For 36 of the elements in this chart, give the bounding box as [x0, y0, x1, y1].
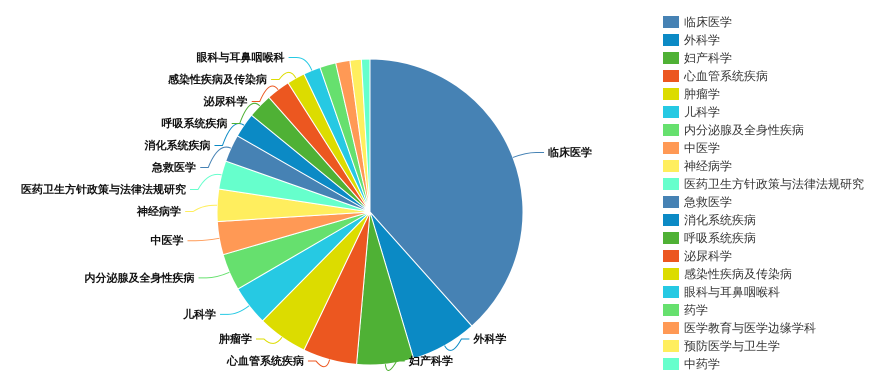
legend-label: 预防医学与卫生学 — [684, 338, 780, 354]
legend-label: 神经病学 — [684, 158, 732, 174]
legend-label: 呼吸系统疾病 — [684, 230, 756, 246]
legend-label: 消化系统疾病 — [684, 212, 756, 228]
slice-label: 中医学 — [150, 234, 184, 248]
slice-label: 消化系统疾病 — [143, 139, 210, 152]
slice-label: 泌尿科学 — [202, 95, 248, 108]
legend-label: 医学教育与医学边缘学科 — [684, 320, 816, 336]
slice-label: 儿科学 — [182, 308, 216, 321]
legend-label: 医药卫生方针政策与法律法规研究 — [684, 176, 864, 192]
slice-label: 急救医学 — [151, 161, 196, 174]
legend-label: 泌尿科学 — [684, 248, 732, 264]
slice-label: 医药卫生方针政策与法律法规研究 — [20, 183, 186, 196]
legend-label: 急救医学 — [684, 194, 732, 210]
legend-label: 妇产科学 — [408, 354, 453, 368]
slice-label: 呼吸系统疾病 — [162, 117, 228, 130]
slice-label: 临床医学 — [548, 146, 592, 159]
legend-label: 肿瘤学 — [684, 86, 720, 102]
legend-label: 感染性疾病及传染病 — [684, 266, 792, 282]
slice-label: 感染性疾病及传染病 — [167, 73, 268, 86]
legend-label: 临床医学 — [684, 14, 732, 30]
legend-label: 心血管系统疾病 — [684, 68, 768, 84]
category-label: 妇产科学 — [684, 50, 732, 64]
legend-label: 内分泌腺及全身性疾病 — [684, 122, 804, 138]
legend-label: 中药学 — [684, 356, 720, 372]
legend-label: 外科学 — [684, 32, 720, 48]
slice-label: 心血管系统疾病 — [226, 354, 304, 368]
slice-label: 神经病学 — [136, 205, 182, 218]
slice-label: 外科学 — [472, 332, 506, 346]
slice-label: 肿瘤学 — [218, 332, 252, 346]
legend-label: 儿科学 — [684, 104, 720, 120]
legend-label: 中医学 — [684, 140, 720, 156]
slice-label: 眼科与耳鼻咽喉科 — [196, 51, 285, 64]
legend-label: 药学 — [684, 302, 708, 318]
slice-label: 内分泌腺及全身性疾病 — [84, 271, 195, 284]
legend-label: 眼科与耳鼻咽喉科 — [684, 284, 780, 300]
